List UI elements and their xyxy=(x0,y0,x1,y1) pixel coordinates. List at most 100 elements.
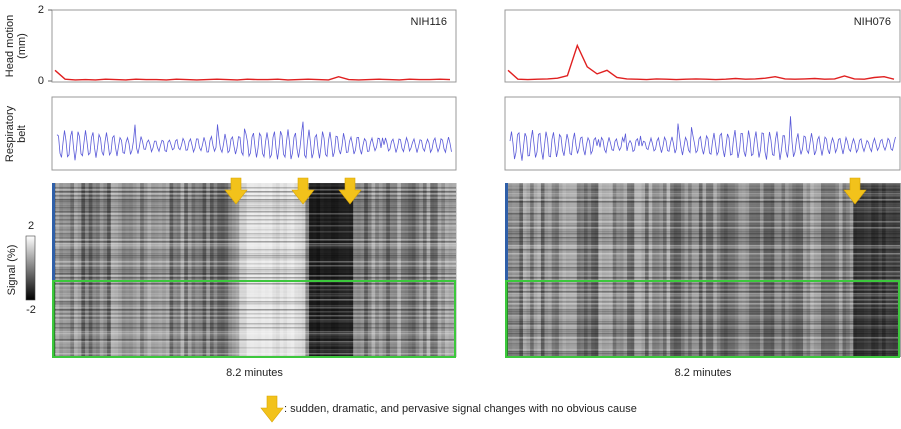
carpet-column xyxy=(795,183,800,357)
carpet-column xyxy=(103,183,108,357)
carpet-column xyxy=(641,183,646,357)
carpet-row xyxy=(505,289,900,291)
carpet-column xyxy=(173,183,178,357)
carpet-row xyxy=(505,227,900,229)
carpet-row xyxy=(505,295,900,297)
colorbar-tick-label: 2 xyxy=(28,220,34,232)
carpet-column xyxy=(548,183,553,357)
carpet-column xyxy=(154,183,160,357)
carpet-column xyxy=(209,183,215,357)
carpet-column xyxy=(254,183,259,357)
carpet-row xyxy=(52,305,456,307)
carpet-column xyxy=(637,183,642,357)
carpet-row xyxy=(505,339,900,341)
carpet-column xyxy=(132,183,137,357)
carpet-row xyxy=(52,277,456,279)
carpet-row xyxy=(52,269,456,271)
carpet-column xyxy=(231,183,237,357)
carpet-column xyxy=(785,183,790,357)
y-tick-label: 2 xyxy=(38,4,44,16)
carpet-row xyxy=(505,205,900,207)
carpet-column xyxy=(158,183,163,357)
carpet-row xyxy=(52,215,456,217)
carpet-row xyxy=(52,231,456,233)
carpet-column xyxy=(217,183,222,357)
carpet-row xyxy=(505,263,900,265)
carpet-row xyxy=(505,225,900,227)
carpet-column xyxy=(287,183,292,357)
carpet-column xyxy=(136,183,141,357)
carpet-column xyxy=(831,183,836,357)
carpet-column xyxy=(367,183,373,357)
carpet-row xyxy=(52,191,456,193)
carpet-column xyxy=(627,183,632,357)
carpet-row xyxy=(505,223,900,225)
carpet-column xyxy=(140,183,145,357)
event-arrow xyxy=(843,177,867,205)
carpet-row xyxy=(52,353,456,355)
carpet-column xyxy=(162,183,167,357)
carpet-column xyxy=(781,183,786,357)
carpet-row xyxy=(52,229,456,231)
carpet-column xyxy=(342,183,347,357)
carpet-column xyxy=(645,183,650,357)
carpet-row xyxy=(52,227,456,229)
carpet-column xyxy=(320,183,325,357)
carpet-column xyxy=(389,183,395,357)
carpet-column xyxy=(195,183,200,357)
carpet-row xyxy=(505,299,900,301)
carpet-row xyxy=(52,213,456,215)
carpet-row xyxy=(505,193,900,195)
carpet-column xyxy=(752,183,757,357)
carpet-column xyxy=(673,183,678,357)
carpet-column xyxy=(151,183,156,357)
motion-line xyxy=(507,43,895,81)
carpet-column xyxy=(810,183,815,357)
carpet-row xyxy=(505,329,900,331)
carpet-column xyxy=(792,183,797,357)
carpet-row xyxy=(52,237,456,239)
carpet-column xyxy=(147,183,152,357)
carpet-row xyxy=(52,285,456,287)
carpet-column xyxy=(180,183,185,357)
carpet-column xyxy=(684,183,689,357)
carpet-column xyxy=(799,183,804,357)
carpet-column xyxy=(305,183,310,357)
carpet-column xyxy=(892,183,897,357)
carpet-row xyxy=(52,349,456,351)
carpet-row xyxy=(52,275,456,277)
carpet-column xyxy=(655,183,660,357)
carpet-row xyxy=(505,325,900,327)
carpet-row xyxy=(505,219,900,221)
carpet-row xyxy=(505,287,900,289)
carpet-row xyxy=(52,235,456,237)
carpet-row xyxy=(52,311,456,313)
carpet-column xyxy=(378,183,384,357)
carpet-row xyxy=(52,261,456,263)
carpet-row xyxy=(505,315,900,317)
carpet-column xyxy=(842,183,847,357)
carpet-column xyxy=(375,183,380,357)
carpet-column xyxy=(198,183,204,357)
carpet-row xyxy=(505,195,900,197)
carpet-column xyxy=(680,183,686,357)
arrows xyxy=(224,177,867,423)
carpet-column xyxy=(562,183,567,357)
carpet-column xyxy=(688,183,693,357)
carpet-column xyxy=(860,183,865,357)
carpet-row xyxy=(52,185,456,187)
carpet-row xyxy=(505,277,900,279)
carpet-column xyxy=(96,183,101,357)
carpet-row xyxy=(505,243,900,245)
carpet-column xyxy=(433,183,439,357)
carpet-row xyxy=(505,241,900,243)
y-axis-label: (mm) xyxy=(16,33,28,59)
carpet-column xyxy=(856,183,861,357)
carpet-column xyxy=(55,183,60,357)
carpet-column xyxy=(533,183,538,357)
event-arrow xyxy=(291,177,315,205)
carpet-row xyxy=(505,239,900,241)
carpet-row xyxy=(52,279,456,281)
carpet-row xyxy=(52,197,456,199)
